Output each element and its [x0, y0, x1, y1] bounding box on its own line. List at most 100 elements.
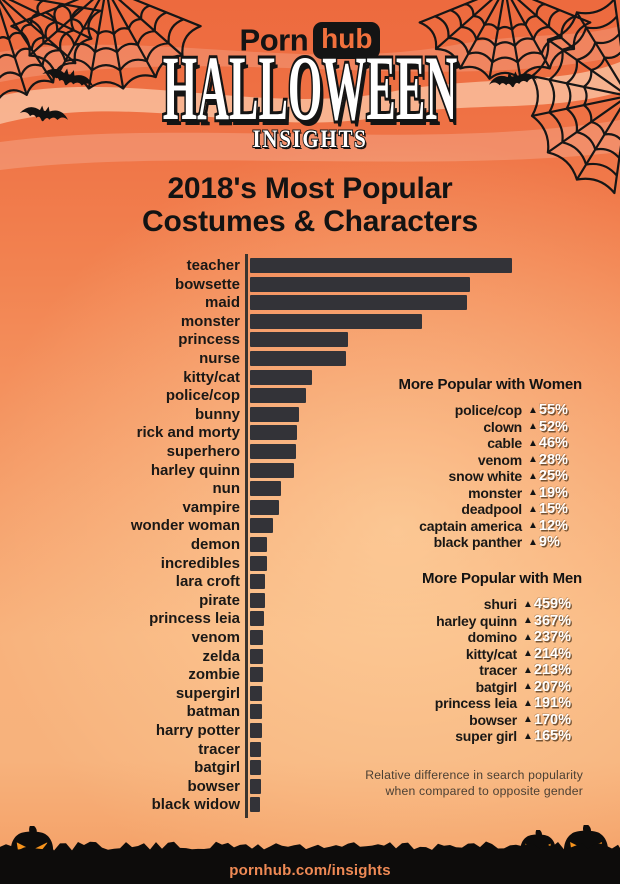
chart-bar [250, 778, 261, 794]
chart-bar [250, 444, 296, 459]
chart-row: batgirl [0, 758, 620, 777]
panel-item-value: ▲ 25% [528, 468, 584, 484]
chart-bar [250, 630, 264, 645]
chart-category-label: harley quinn [150, 461, 240, 479]
spider-web-icon [0, 0, 102, 99]
chart-row: lara croft [0, 572, 620, 591]
panel-item-value: ▲ 459% [523, 596, 584, 612]
chart-bar [250, 518, 274, 534]
panel-list-item: police/cop ▲ 55% [368, 402, 584, 419]
panel-item-name: snow white [448, 468, 523, 485]
percent-change: 237% [533, 629, 571, 646]
chart-category-label: superhero [166, 443, 240, 460]
chart-row: venom [0, 628, 620, 647]
insights-subtitle: INSIGHTS [252, 125, 368, 154]
percent-change: 46% [538, 435, 568, 452]
chart-row: teacher [0, 256, 620, 275]
chart-bar [250, 574, 266, 590]
chart-category-label: nurse [199, 350, 240, 367]
men-panel-heading: More Popular with Men [422, 570, 582, 587]
panel-list-item: venom ▲ 28% [368, 452, 584, 469]
up-triangle-icon: ▲ [523, 714, 533, 726]
footnote-line2: when compared to opposite gender [385, 783, 583, 798]
halloween-title: HALLOWEEN [161, 37, 458, 139]
chart-bar [250, 276, 471, 292]
panel-list-item: captain america ▲ 12% [368, 518, 584, 535]
up-triangle-icon: ▲ [523, 648, 533, 660]
panel-list-item: tracer ▲ 213% [368, 662, 584, 679]
panel-item-name: cable [487, 435, 522, 452]
chart-category-label: harry potter [155, 722, 240, 739]
chart-bar [250, 667, 263, 683]
chart-row: wonder woman [0, 516, 620, 535]
chart-category-label: lara croft [175, 573, 240, 591]
footer-url[interactable]: pornhub.com/insights [229, 862, 391, 879]
chart-category-label: tracer [198, 740, 240, 758]
chart-bar [250, 499, 279, 515]
percent-change: 459% [533, 596, 571, 613]
chart-bar [250, 481, 281, 497]
chart-row: incredibles [0, 554, 620, 573]
chart-bar [250, 760, 261, 776]
footnote: Relative difference in search popularity… [343, 768, 583, 799]
pornhub-logo: Porn hub [0, 22, 620, 59]
panel-list-item: clown ▲ 52% [368, 419, 584, 436]
panel-list-item: snow white ▲ 25% [368, 468, 584, 485]
panel-item-name: police/cop [454, 402, 522, 419]
grass-silhouette [0, 841, 620, 884]
percent-change: 25% [538, 468, 568, 485]
panel-list-item: monster ▲ 19% [368, 485, 584, 502]
chart-category-label: bowser [187, 777, 240, 795]
chart-category-label: police/cop [165, 387, 240, 405]
bat-icon [42, 68, 94, 87]
up-triangle-icon: ▲ [523, 697, 533, 709]
percent-change: 52% [538, 418, 568, 435]
up-triangle-icon: ▲ [523, 615, 533, 627]
panel-item-name: domino [467, 629, 518, 646]
percent-change: 165% [533, 728, 571, 745]
chart-bar [250, 741, 262, 757]
panel-item-name: black panther [433, 534, 523, 551]
chart-category-label: black widow [151, 796, 240, 814]
chart-bar [250, 313, 422, 329]
chart-category-label: princess leia [149, 610, 240, 628]
chart-category-label: rick and morty [136, 424, 240, 442]
chart-row: tracer [0, 740, 620, 759]
chart-category-label: batgirl [194, 759, 240, 777]
panel-item-value: ▲ 19% [528, 485, 584, 501]
chart-category-label: batman [186, 703, 240, 721]
panel-list-item: super girl ▲ 165% [368, 728, 584, 745]
chart-category-label: princess [178, 331, 240, 349]
panel-list-item: shuri ▲ 459% [368, 596, 584, 613]
panel-item-name: kitty/cat [465, 645, 517, 662]
up-triangle-icon: ▲ [528, 454, 538, 466]
chart-category-label: vampire [182, 498, 240, 516]
chart-category-label: teacher [186, 257, 240, 274]
footnote-line1: Relative difference in search popularity [365, 768, 583, 782]
up-triangle-icon: ▲ [528, 520, 538, 532]
chart-row: supergirl [0, 684, 620, 703]
chart-bar [250, 723, 262, 738]
bat-icon [488, 71, 538, 88]
panel-item-value: ▲ 15% [528, 501, 584, 517]
panel-item-name: tracer [479, 662, 517, 679]
chart-bar [250, 332, 349, 348]
chart-bar [250, 406, 299, 422]
chart-row: harry potter [0, 721, 620, 740]
panel-list-item: deadpool ▲ 15% [368, 501, 584, 518]
chart-category-label: monster [180, 312, 240, 330]
percent-change: 191% [533, 695, 571, 712]
chart-category-label: bunny [195, 405, 240, 423]
panel-more-popular-with-men: More Popular with Men shuri ▲ 459% harley q… [368, 570, 584, 745]
chart-row: police/cop [0, 386, 620, 405]
chart-row: princess [0, 330, 620, 349]
panel-item-name: batgirl [475, 678, 518, 695]
chart-bar [250, 369, 312, 385]
chart-bar [250, 555, 267, 571]
chart-category-label: pirate [199, 591, 240, 609]
spider-web-icon [10, 0, 202, 90]
chart-category-label: venom [191, 629, 240, 646]
up-triangle-icon: ▲ [523, 664, 533, 676]
percent-change: 15% [538, 501, 568, 518]
